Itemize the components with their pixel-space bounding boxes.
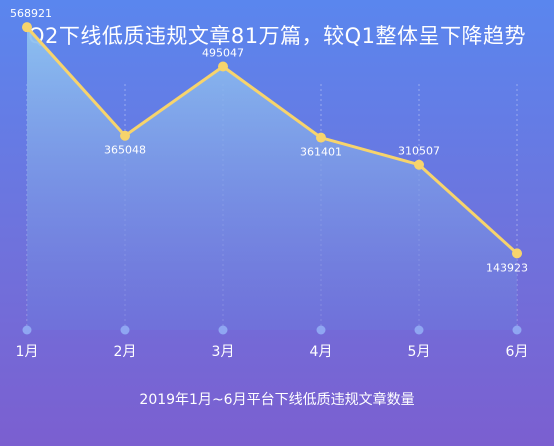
x-tick-label-2: 2月 [114, 344, 137, 360]
axis-marker-4 [316, 325, 326, 335]
data-labels: 568921 365048 495047 361401 310507 143923 [10, 7, 528, 274]
x-tick-label-1: 1月 [16, 344, 39, 360]
data-label-1: 568921 [10, 7, 52, 20]
data-point-2 [120, 130, 130, 141]
data-label-2: 365048 [104, 144, 146, 157]
series-line [25, 26, 519, 255]
data-label-4: 361401 [300, 146, 342, 159]
chart-title: Q2下线低质违规文章81万篇，较Q1整体呈下降趋势 [27, 24, 526, 48]
area-fill [27, 27, 517, 331]
x-axis-markers [22, 325, 522, 335]
x-tick-label-4: 4月 [310, 344, 333, 360]
axis-marker-6 [512, 325, 522, 335]
x-axis-caption: 2019年1月~6月平台下线低质违规文章数量 [139, 392, 415, 408]
axis-marker-1 [22, 325, 32, 335]
data-points [22, 22, 522, 259]
x-axis-ticks: 1月 2月 3月 4月 5月 6月 [16, 344, 529, 360]
data-point-1 [22, 22, 32, 33]
axis-marker-2 [120, 325, 130, 335]
data-label-3: 495047 [202, 47, 244, 60]
x-tick-label-6: 6月 [506, 344, 529, 360]
data-point-5 [414, 159, 424, 170]
x-tick-label-3: 3月 [212, 344, 235, 360]
axis-marker-3 [218, 325, 228, 335]
x-tick-label-5: 5月 [408, 344, 431, 360]
data-label-6: 143923 [486, 261, 528, 274]
data-point-4 [316, 132, 326, 143]
axis-marker-5 [414, 325, 424, 335]
data-label-5: 310507 [398, 145, 440, 158]
data-point-3 [218, 61, 228, 72]
data-point-6 [512, 248, 522, 259]
